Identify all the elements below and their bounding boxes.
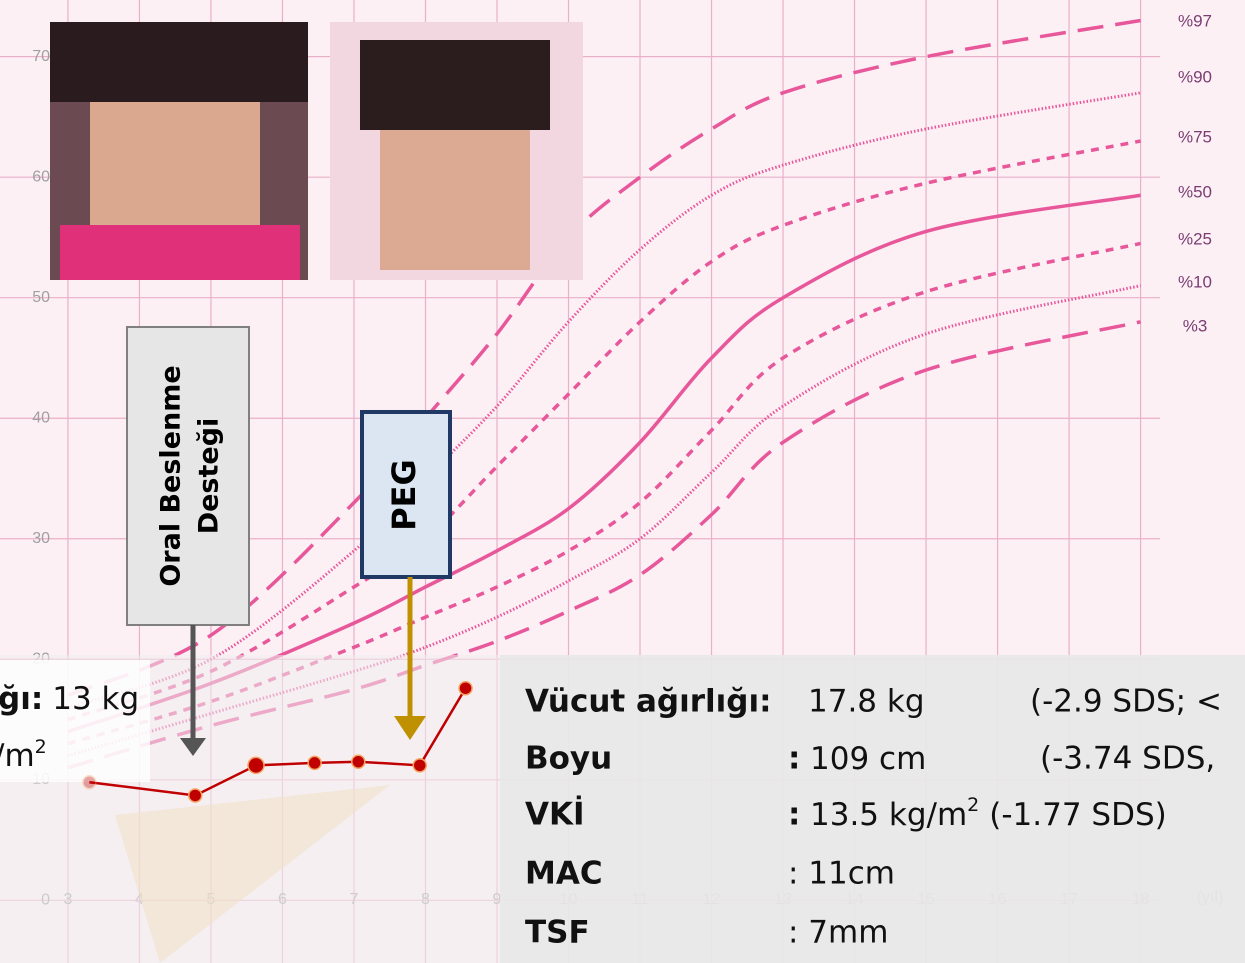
y-tick-label: 70 — [32, 48, 50, 65]
info-note: (-1.77 SDS) — [989, 797, 1166, 833]
photo-hair — [50, 22, 308, 102]
y-tick-label: 60 — [32, 168, 50, 185]
info-value: : 11cm — [788, 856, 895, 892]
info-value: 109 cm — [810, 741, 926, 777]
y-tick-label: 40 — [32, 409, 50, 426]
info-note: (-2.9 SDS; < — [1030, 684, 1222, 720]
legend-label: %90 — [1178, 67, 1212, 86]
patient-point — [189, 789, 202, 802]
info-label: MAC — [525, 856, 603, 892]
legend-label: %75 — [1178, 127, 1212, 146]
oral-box — [127, 327, 249, 625]
info-sup: 2 — [35, 736, 47, 758]
y-tick-label: 50 — [32, 289, 50, 306]
photo-shirt — [60, 225, 300, 280]
left-info: ğı:13 kg — [0, 681, 139, 717]
info-value: 17.8 kg — [808, 684, 925, 720]
patient-point — [83, 776, 96, 789]
legend-label: %3 — [1183, 316, 1208, 335]
info-value: : 7mm — [788, 915, 888, 951]
legend-label: %50 — [1178, 182, 1212, 201]
annotation: Desteği — [194, 418, 225, 535]
info-value: /m — [0, 738, 35, 774]
info-value: 109 cm — [810, 741, 926, 777]
patient-point — [413, 759, 426, 772]
info-sep: : — [788, 741, 800, 777]
y-tick-label: 30 — [32, 530, 50, 547]
annotation: Oral Beslenme — [156, 365, 187, 586]
legend-label: %25 — [1178, 229, 1212, 248]
info-value: 13.5 kg/m2 (-1.77 SDS) — [810, 794, 1167, 833]
info-label: TSF — [525, 915, 590, 951]
info-value: 13 kg — [52, 681, 139, 717]
info-label: Boyu — [525, 741, 612, 777]
patient-point — [248, 757, 264, 773]
chart: 3456789101112131415161718(yıl)0102030405… — [0, 0, 1245, 963]
legend-label: %10 — [1178, 272, 1212, 291]
photo-hair — [360, 40, 550, 130]
info-label: VKİ — [525, 797, 585, 833]
photo-face — [380, 110, 530, 270]
legend-label: %97 — [1178, 11, 1212, 30]
info-note: (-3.74 SDS, — [1040, 741, 1215, 777]
patient-point — [459, 682, 472, 695]
patient-point — [352, 755, 365, 768]
patient-point — [308, 756, 321, 769]
info-label: Vücut ağırlığı: — [525, 684, 772, 720]
info-sup: 2 — [967, 794, 979, 816]
annotation: PEG — [385, 459, 423, 531]
info-label: ğı: — [0, 681, 43, 717]
info-sep: : — [788, 797, 800, 833]
info-value: 13.5 kg/m — [810, 797, 967, 833]
